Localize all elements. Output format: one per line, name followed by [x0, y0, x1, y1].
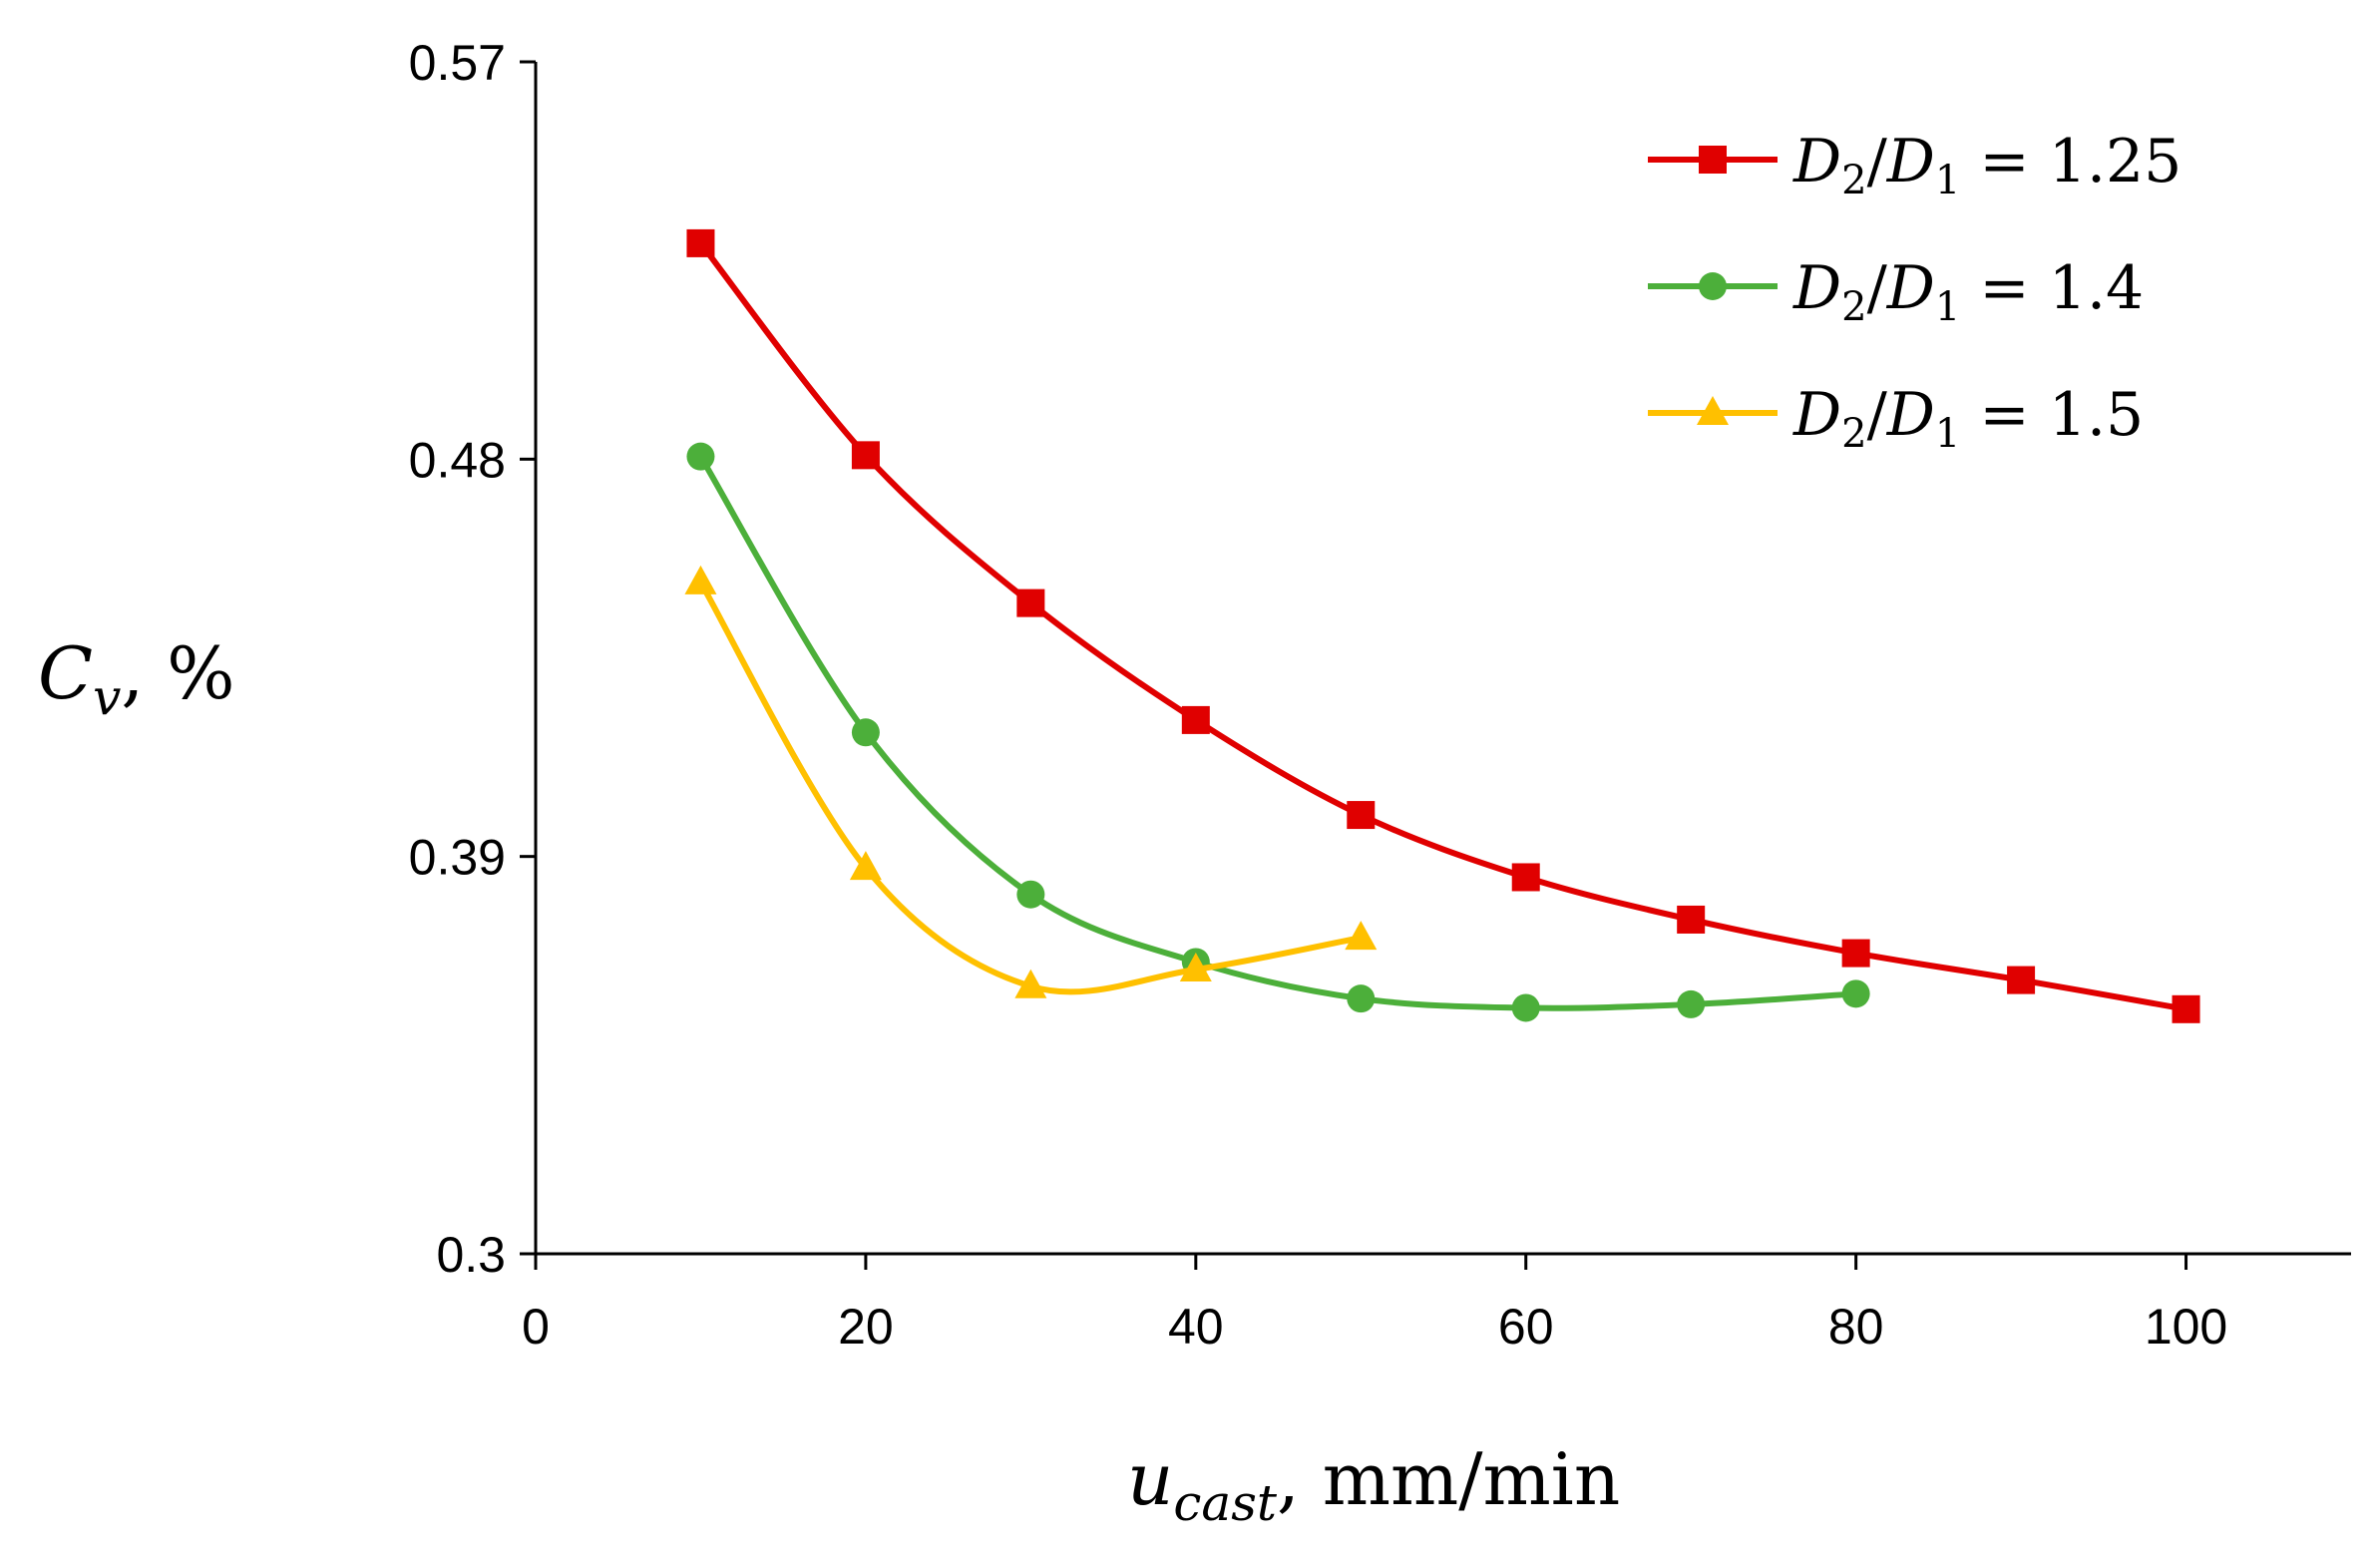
- y-axis-var: C: [38, 631, 93, 715]
- point-1.4-x30: [1016, 880, 1045, 909]
- point-1.5-x40: [1179, 952, 1212, 981]
- series-1.5: [684, 565, 1378, 998]
- x-axis-ticks: 0 20 40 60 80 100: [522, 1254, 2227, 1355]
- x-tick-label-20: 20: [838, 1299, 894, 1355]
- x-tick-label-80: 80: [1828, 1299, 1884, 1355]
- y-axis-sub: v: [93, 668, 121, 726]
- point-1.4-x70: [1677, 989, 1706, 1018]
- series-line-1.25: [698, 241, 2187, 1012]
- point-1.4-x50: [1347, 984, 1376, 1013]
- y-tick-label-0.48: 0.48: [409, 432, 506, 488]
- x-axis-units: , mm/min: [1277, 1437, 1620, 1521]
- y-axis-units: , %: [121, 631, 234, 715]
- y-tick-label-0.57: 0.57: [409, 35, 506, 91]
- point-1.25-x60: [1511, 863, 1540, 892]
- point-1.4-x80: [1841, 979, 1870, 1008]
- x-axis-var: u: [1127, 1437, 1173, 1521]
- series-line-1.5: [697, 581, 1362, 995]
- point-1.5-x30: [1014, 969, 1047, 998]
- series-1.4: [686, 442, 1870, 1022]
- y-tick-label-0.39: 0.39: [409, 830, 506, 886]
- legend-label-1.4: D2/D1 = 1.4: [1792, 253, 2144, 330]
- x-tick-label-0: 0: [522, 1299, 550, 1355]
- point-1.4-x10: [686, 442, 715, 471]
- legend-marker-1.4: [1699, 272, 1727, 300]
- legend-marker-shape-1.4: [1699, 272, 1727, 300]
- legend-item-1.25: D2/D1 = 1.25: [1648, 127, 2182, 203]
- y-axis-ticks: 0.3 0.39 0.48 0.57: [409, 35, 536, 1283]
- legend-marker-1.25: [1699, 146, 1727, 174]
- legend-marker-shape-1.25: [1699, 146, 1727, 174]
- point-1.25-x30: [1016, 588, 1045, 617]
- point-1.25-x80: [1841, 939, 1870, 968]
- legend-label-1.25: D2/D1 = 1.25: [1792, 127, 2182, 203]
- x-axis-title: ucast, mm/min: [1127, 1437, 1620, 1532]
- x-tick-label-40: 40: [1168, 1299, 1224, 1355]
- y-axis-title: Cv, %: [38, 631, 235, 726]
- point-1.25-x20: [851, 441, 880, 470]
- series-layer: [684, 228, 2200, 1023]
- point-1.4-x20: [851, 718, 880, 747]
- y-tick-label-0.3: 0.3: [436, 1227, 506, 1283]
- point-1.5-x10: [684, 565, 717, 594]
- x-axis-sub: cast: [1173, 1474, 1277, 1532]
- point-1.25-x10: [686, 228, 715, 257]
- legend-label-1.5: D2/D1 = 1.5: [1792, 380, 2144, 457]
- legend-marker-shape-1.5: [1697, 396, 1729, 425]
- legend-item-1.5: D2/D1 = 1.5: [1648, 380, 2144, 457]
- point-1.25-x70: [1677, 905, 1706, 934]
- point-1.4-x60: [1511, 993, 1540, 1022]
- x-tick-label-100: 100: [2145, 1299, 2227, 1355]
- point-1.25-x90: [2007, 966, 2036, 994]
- point-1.5-x50: [1345, 921, 1378, 951]
- x-tick-label-60: 60: [1498, 1299, 1554, 1355]
- point-1.5-x20: [849, 851, 882, 881]
- legend-item-1.4: D2/D1 = 1.4: [1648, 253, 2144, 330]
- point-1.25-x40: [1181, 705, 1210, 734]
- series-1.25: [686, 228, 2200, 1023]
- legend: D2/D1 = 1.25 D2/D1 = 1.4 D2/D1 = 1.5: [1648, 127, 2182, 457]
- point-1.25-x100: [2172, 994, 2200, 1023]
- plot-area: 0 20 40 60 80 100 0.3 0.39 0.48 0.57: [409, 35, 2351, 1355]
- legend-marker-1.5: [1697, 396, 1729, 425]
- point-1.25-x50: [1347, 801, 1376, 830]
